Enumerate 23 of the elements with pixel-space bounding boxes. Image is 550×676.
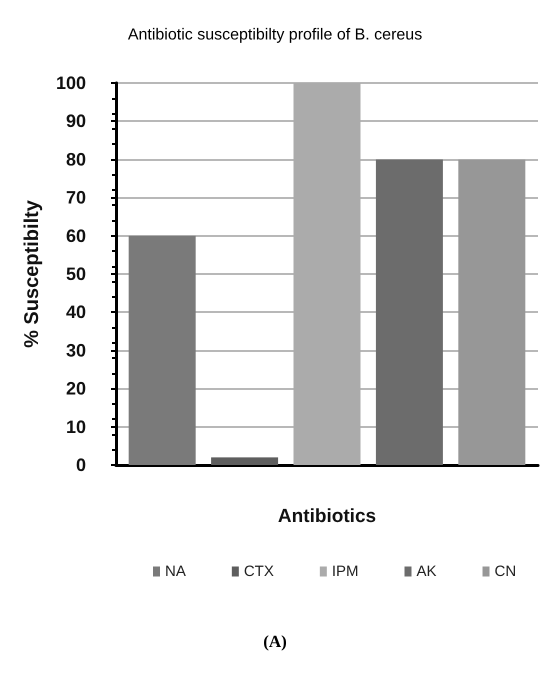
y-tick-label: 0 (76, 455, 86, 475)
x-axis-title: Antibiotics (278, 506, 376, 527)
y-tick-label: 50 (66, 264, 86, 284)
legend-label: NA (165, 563, 186, 580)
bar (128, 236, 196, 465)
chart-title: Antibiotic susceptibilty profile of B. cereus (128, 26, 422, 44)
y-tick-label: 80 (66, 149, 86, 170)
y-tick-label: 40 (66, 302, 86, 322)
legend-label: AK (416, 563, 437, 580)
y-tick-label: 90 (66, 111, 86, 132)
y-tick-label: 20 (66, 378, 86, 399)
bar (211, 457, 278, 465)
y-tick-label: 10 (66, 416, 86, 437)
legend-label: CN (494, 563, 516, 580)
text: (A) (263, 632, 287, 651)
y-axis-title: % Susceptibilty (21, 199, 43, 348)
bar (376, 159, 443, 465)
y-tick-label: 30 (66, 340, 86, 360)
y-tick-label: 100 (56, 73, 86, 93)
y-tick-label: 70 (66, 188, 86, 208)
y-tick-label: 60 (66, 226, 86, 246)
legend-label: CTX (244, 563, 274, 580)
legend-label: IPM (332, 563, 359, 580)
